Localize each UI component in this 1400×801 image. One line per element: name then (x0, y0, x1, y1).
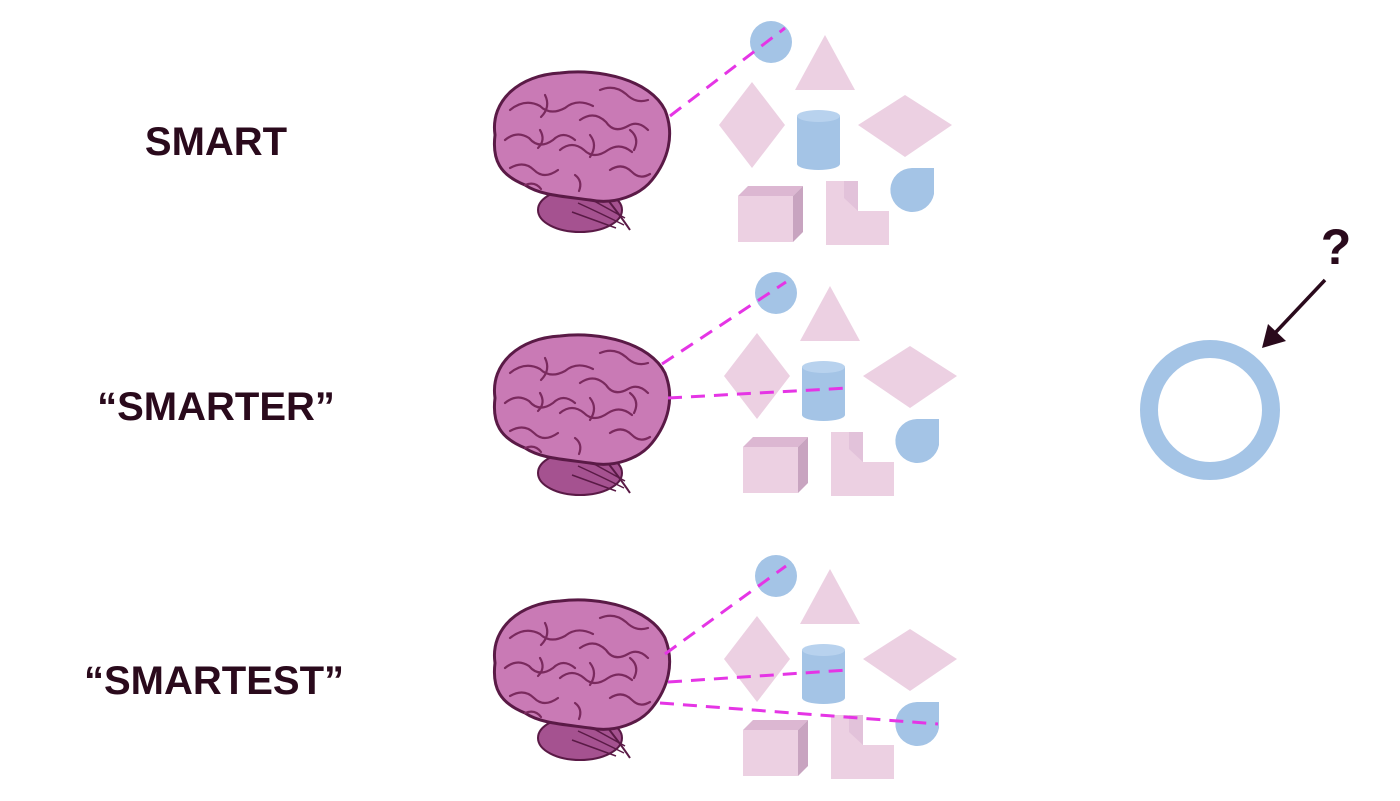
row-label-smart: SMART (145, 120, 287, 164)
arrow-head-icon (1262, 324, 1286, 348)
blue-circle-shape (750, 21, 792, 63)
query-group: ? (1140, 219, 1352, 480)
connection-line (667, 386, 849, 400)
row-smarter: “SMARTER” (97, 272, 957, 497)
brain-icon (492, 333, 672, 497)
shape-cluster (724, 272, 957, 496)
blue-drop-shape (895, 702, 939, 746)
blue-drop-shape (890, 168, 934, 212)
ring-shape (1140, 340, 1280, 480)
row-smartest: “SMARTEST” (84, 555, 957, 779)
blue-circle-shape (755, 272, 797, 314)
connection-line (667, 668, 849, 684)
blue-cylinder-shape (797, 110, 840, 170)
brain-icon (492, 70, 672, 234)
row-label-smartest: “SMARTEST” (84, 659, 344, 703)
row-smart: SMART (145, 21, 952, 245)
row-label-smarter: “SMARTER” (97, 385, 335, 429)
arrow-line (1273, 278, 1327, 335)
connection-line (669, 26, 786, 118)
brain-icon (492, 598, 672, 762)
blue-drop-shape (895, 419, 939, 463)
connection-line (659, 701, 939, 726)
shape-cluster (719, 21, 952, 245)
question-mark: ? (1321, 219, 1352, 275)
connection-line (661, 280, 787, 366)
blue-circle-shape (755, 555, 797, 597)
connection-line (664, 564, 787, 656)
shape-cluster (724, 555, 957, 779)
